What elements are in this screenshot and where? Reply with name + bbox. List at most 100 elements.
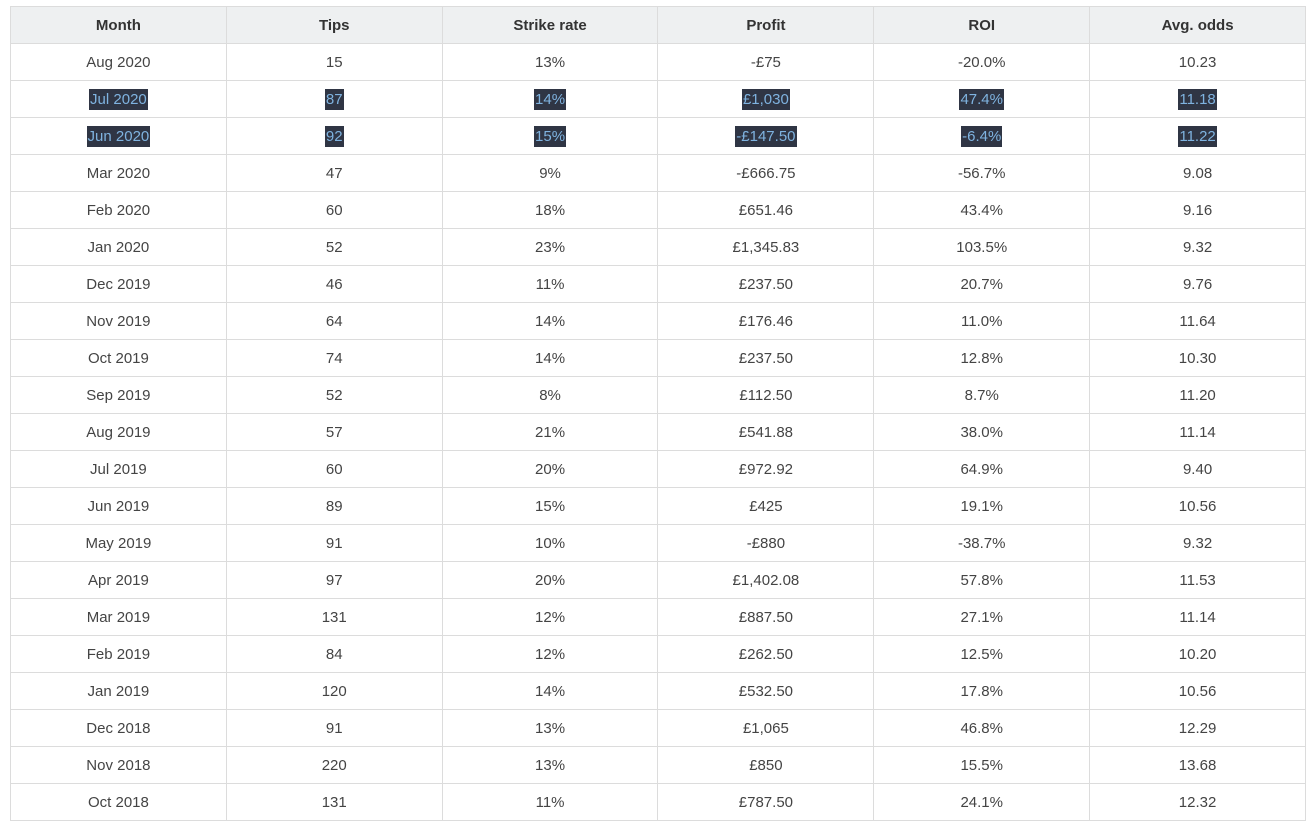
cell-month: Jan 2020	[10, 228, 227, 266]
cell-month-text: Oct 2018	[87, 793, 149, 811]
cell-strike-rate: 20%	[441, 561, 659, 599]
cell-avg-odds-text: 11.53	[1179, 571, 1216, 589]
cell-profit-text: -£880	[746, 534, 786, 552]
column-header-tips: Tips	[225, 6, 443, 44]
cell-month-text: Jul 2020	[89, 88, 148, 110]
cell-profit-text: £887.50	[738, 608, 794, 626]
column-header-avg-odds: Avg. odds	[1089, 6, 1306, 44]
cell-month: Sep 2019	[10, 376, 227, 414]
cell-avg-odds: 13.68	[1089, 746, 1306, 784]
cell-tips-text: 220	[321, 756, 347, 774]
table-row: Jan 2020 52 23% £1,345.83 103.5% 9.32	[10, 228, 1306, 266]
cell-strike-rate: 8%	[441, 376, 659, 414]
cell-roi-text: 20.7%	[960, 275, 1003, 293]
column-header-profit: Profit	[657, 6, 875, 44]
table-row: Jul 2019 60 20% £972.92 64.9% 9.40	[10, 450, 1306, 488]
cell-strike-rate-text: 18%	[535, 201, 566, 219]
cell-roi: 64.9%	[873, 450, 1091, 488]
table-row: Oct 2019 74 14% £237.50 12.8% 10.30	[10, 339, 1306, 377]
cell-strike-rate-text: 10%	[535, 534, 566, 552]
cell-month: Mar 2019	[10, 598, 227, 636]
cell-avg-odds: 9.76	[1089, 265, 1306, 303]
cell-strike-rate: 12%	[441, 635, 659, 673]
cell-strike-rate: 15%	[441, 117, 659, 155]
cell-strike-rate: 23%	[441, 228, 659, 266]
cell-avg-odds: 12.32	[1089, 783, 1306, 821]
cell-profit: -£666.75	[657, 154, 875, 192]
cell-tips-text: 120	[321, 682, 347, 700]
cell-tips-text: 52	[325, 386, 343, 404]
cell-roi: 103.5%	[873, 228, 1091, 266]
cell-month-text: Aug 2019	[86, 423, 151, 441]
cell-strike-rate: 15%	[441, 487, 659, 525]
cell-tips-text: 89	[325, 497, 343, 515]
cell-strike-rate-text: 9%	[539, 164, 561, 182]
cell-profit: £262.50	[657, 635, 875, 673]
cell-tips: 120	[225, 672, 443, 710]
cell-strike-rate: 14%	[441, 302, 659, 340]
cell-month-text: Sep 2019	[86, 386, 151, 404]
cell-profit: £787.50	[657, 783, 875, 821]
cell-roi: 38.0%	[873, 413, 1091, 451]
table-row: Jan 2019 120 14% £532.50 17.8% 10.56	[10, 672, 1306, 710]
cell-roi-text: -38.7%	[957, 534, 1006, 552]
cell-month: Mar 2020	[10, 154, 227, 192]
cell-month-text: Feb 2020	[86, 201, 151, 219]
cell-tips-text: 97	[325, 571, 343, 589]
cell-profit-text: £972.92	[738, 460, 794, 478]
cell-roi: 15.5%	[873, 746, 1091, 784]
cell-tips: 97	[225, 561, 443, 599]
cell-strike-rate-text: 8%	[539, 386, 561, 404]
cell-month-text: Mar 2019	[86, 608, 151, 626]
cell-strike-rate: 20%	[441, 450, 659, 488]
cell-month: Aug 2019	[10, 413, 227, 451]
cell-avg-odds: 10.20	[1089, 635, 1306, 673]
table-header: Month Tips Strike rate Profit ROI Avg. o…	[10, 6, 1306, 44]
cell-tips: 52	[225, 228, 443, 266]
cell-tips: 89	[225, 487, 443, 525]
cell-profit: -£147.50	[657, 117, 875, 155]
cell-strike-rate-text: 12%	[535, 608, 566, 626]
cell-month: Nov 2018	[10, 746, 227, 784]
cell-profit: £972.92	[657, 450, 875, 488]
cell-avg-odds: 10.56	[1089, 487, 1306, 525]
cell-roi-text: 8.7%	[964, 386, 999, 404]
cell-profit: £1,065	[657, 709, 875, 747]
cell-month-text: Jan 2019	[87, 682, 150, 700]
cell-avg-odds: 9.08	[1089, 154, 1306, 192]
cell-profit: £425	[657, 487, 875, 525]
cell-roi: 43.4%	[873, 191, 1091, 229]
cell-avg-odds: 11.22	[1089, 117, 1306, 155]
cell-roi-text: 11.0%	[961, 312, 1003, 330]
cell-strike-rate-text: 20%	[535, 460, 566, 478]
cell-roi: 57.8%	[873, 561, 1091, 599]
cell-strike-rate-text: 21%	[535, 423, 566, 441]
cell-avg-odds-text: 9.32	[1182, 238, 1213, 256]
cell-tips-text: 91	[325, 719, 343, 737]
cell-profit: -£75	[657, 43, 875, 81]
cell-month-text: Jun 2019	[87, 497, 150, 515]
cell-tips-text: 47	[325, 164, 343, 182]
cell-strike-rate: 9%	[441, 154, 659, 192]
cell-roi-text: -6.4%	[961, 125, 1003, 147]
cell-avg-odds-text: 9.16	[1182, 201, 1213, 219]
cell-month-text: Nov 2018	[86, 756, 151, 774]
cell-tips-text: 57	[325, 423, 343, 441]
cell-roi-text: 38.0%	[960, 423, 1003, 441]
cell-strike-rate: 11%	[441, 783, 659, 821]
cell-avg-odds-text: 11.18	[1178, 88, 1217, 110]
cell-profit-text: £176.46	[738, 312, 794, 330]
cell-profit-text: £237.50	[738, 349, 794, 367]
cell-profit: £850	[657, 746, 875, 784]
cell-strike-rate-text: 11%	[535, 275, 565, 293]
cell-profit-text: -£666.75	[736, 164, 796, 182]
cell-profit-text: £1,030	[741, 88, 790, 110]
cell-roi-text: 12.5%	[960, 645, 1003, 663]
cell-tips: 220	[225, 746, 443, 784]
cell-tips-text: 64	[325, 312, 343, 330]
results-table-container: Month Tips Strike rate Profit ROI Avg. o…	[10, 6, 1306, 821]
cell-roi-text: 46.8%	[960, 719, 1003, 737]
cell-tips: 60	[225, 191, 443, 229]
cell-month-text: Jul 2019	[90, 460, 147, 478]
cell-strike-rate-text: 13%	[535, 719, 566, 737]
